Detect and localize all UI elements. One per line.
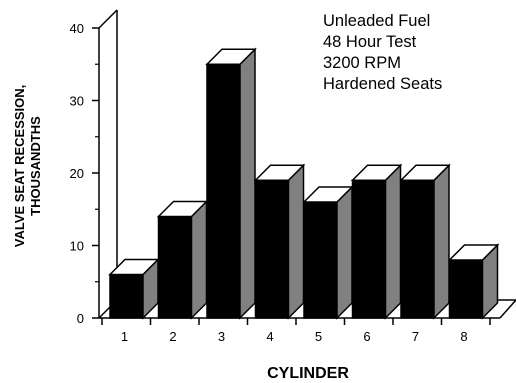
bar-side — [336, 185, 353, 320]
x-tick-label: 5 — [315, 329, 322, 344]
bars — [108, 47, 500, 320]
bar-side — [190, 199, 208, 320]
bar — [205, 47, 257, 320]
bar — [253, 163, 306, 320]
y-tick-label: 30 — [70, 94, 84, 109]
y-tick-label: 0 — [77, 311, 84, 326]
bar-top — [447, 244, 500, 261]
bar-front — [351, 179, 387, 319]
x-tick-label: 3 — [218, 329, 225, 344]
x-axis-ticks: 1 2 3 4 5 6 7 8 — [101, 318, 491, 344]
annotation-line-3: 3200 RPM — [323, 54, 401, 72]
bar-side — [433, 163, 450, 320]
annotation-line-2: 48 Hour Test — [323, 33, 417, 51]
y-axis-top-edge — [98, 9, 118, 29]
bar — [447, 243, 500, 320]
bar-front — [303, 201, 338, 319]
bar-side — [287, 163, 305, 320]
bar-top — [350, 164, 403, 181]
x-axis-title: CYLINDER — [267, 365, 349, 382]
y-axis-title: VALVE SEAT RECESSION, THOUSANDTHS — [12, 85, 43, 248]
y-axis-ticks: 0 10 20 30 40 — [70, 21, 99, 326]
x-tick-label: 1 — [121, 329, 128, 344]
x-tick-label: 7 — [412, 329, 419, 344]
bar — [302, 185, 354, 320]
floor-right-edge — [499, 299, 516, 319]
bar — [156, 199, 209, 320]
bar-front — [206, 63, 241, 319]
bar-front — [400, 179, 435, 319]
bar-front — [254, 179, 290, 319]
annotation-line-1: Unleaded Fuel — [323, 12, 430, 30]
y-tick-label: 40 — [70, 21, 84, 36]
bar-front — [109, 273, 144, 319]
bar-side — [384, 163, 402, 320]
y-axis-title-line-1: VALVE SEAT RECESSION, — [12, 85, 27, 248]
bar-top — [253, 164, 306, 181]
annotation-line-4: Hardened Seats — [323, 75, 442, 93]
bar-front — [448, 259, 484, 319]
bar-top — [205, 48, 257, 65]
y-tick-label: 20 — [70, 166, 84, 181]
bar-top — [399, 164, 451, 181]
bar-front — [157, 215, 193, 319]
bar — [108, 257, 160, 320]
x-tick-label: 6 — [363, 329, 370, 344]
y-tick-label: 10 — [70, 239, 84, 254]
x-tick-label: 4 — [266, 329, 273, 344]
x-tick-label: 8 — [460, 329, 467, 344]
annotation: Unleaded Fuel 48 Hour Test 3200 RPM Hard… — [323, 12, 442, 93]
bar — [350, 163, 403, 320]
y-axis-title-line-2: THOUSANDTHS — [28, 116, 43, 216]
bar-side — [239, 47, 256, 320]
x-tick-label: 2 — [169, 329, 176, 344]
bar — [399, 163, 451, 320]
